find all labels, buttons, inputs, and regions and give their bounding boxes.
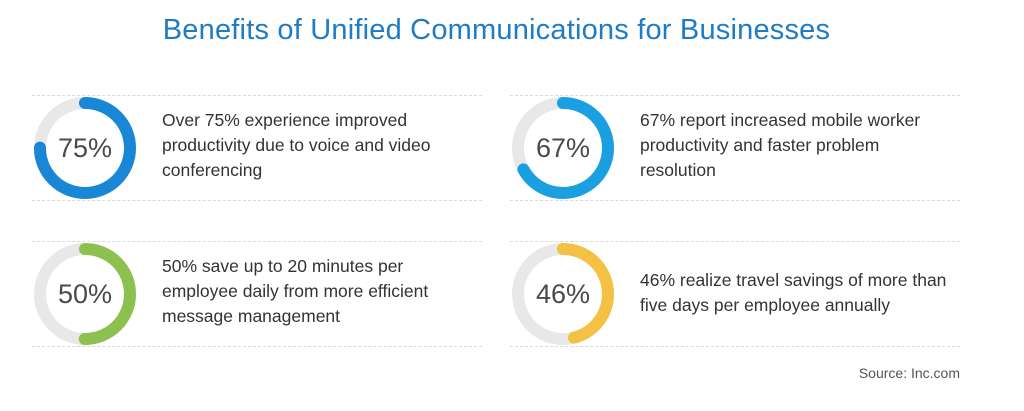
ring-arc — [34, 243, 136, 345]
stat-percent-4: 46% — [535, 279, 591, 309]
source-credit: Source: Inc.com — [858, 365, 960, 381]
stat-card-1: 75% Over 75% experience improved product… — [32, 95, 482, 201]
progress-ring-2: 67% — [510, 95, 616, 201]
ring-arc — [34, 97, 136, 199]
stat-card-3: 50% 50% save up to 20 minutes per employ… — [32, 241, 482, 347]
ring-arc — [512, 97, 614, 199]
stat-percent-3: 50% — [57, 279, 113, 309]
stat-description-4: 46% realize travel savings of more than … — [640, 270, 947, 315]
stat-percent-2: 67% — [535, 133, 591, 163]
stat-percent-1: 75% — [57, 133, 113, 163]
stat-description-1: Over 75% experience improved productivit… — [162, 110, 431, 180]
stat-description-2: 67% report increased mobile worker produ… — [640, 110, 921, 180]
progress-ring-4: 46% — [510, 241, 616, 347]
ring-arc — [512, 243, 614, 345]
stat-card-2: 67% 67% report increased mobile worker p… — [510, 95, 960, 201]
stat-card-4: 46% 46% realize travel savings of more t… — [510, 241, 960, 347]
page-title: Benefits of Unified Communications for B… — [162, 14, 831, 46]
stat-description-3: 50% save up to 20 minutes per employee d… — [162, 256, 429, 326]
progress-ring-1: 75% — [32, 95, 138, 201]
progress-ring-3: 50% — [32, 241, 138, 347]
